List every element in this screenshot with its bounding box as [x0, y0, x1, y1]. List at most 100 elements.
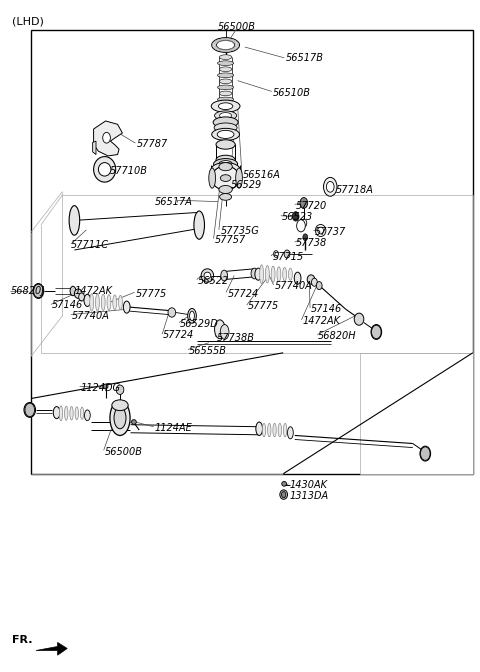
Ellipse shape: [214, 159, 238, 169]
Ellipse shape: [70, 286, 76, 296]
Text: 56500B: 56500B: [105, 447, 143, 456]
Ellipse shape: [280, 490, 288, 499]
Ellipse shape: [194, 211, 204, 239]
Text: 57737: 57737: [314, 227, 346, 237]
Text: 57724: 57724: [228, 289, 259, 298]
Ellipse shape: [211, 100, 240, 112]
Text: 56529D: 56529D: [180, 319, 219, 329]
Ellipse shape: [110, 401, 130, 435]
Ellipse shape: [288, 427, 293, 439]
Ellipse shape: [190, 311, 194, 321]
Text: 1472AK: 1472AK: [74, 286, 112, 296]
Text: 57757: 57757: [215, 235, 246, 245]
Ellipse shape: [307, 275, 315, 284]
Ellipse shape: [113, 295, 117, 310]
Ellipse shape: [217, 61, 234, 66]
Text: (LHD): (LHD): [12, 17, 44, 27]
Ellipse shape: [217, 97, 234, 102]
Bar: [31, 30, 473, 474]
Ellipse shape: [53, 407, 60, 419]
Text: 57146: 57146: [311, 304, 342, 314]
Ellipse shape: [84, 294, 91, 306]
Text: 57711C: 57711C: [71, 241, 109, 250]
Ellipse shape: [112, 400, 128, 411]
Ellipse shape: [220, 325, 229, 339]
Text: 56516A: 56516A: [243, 170, 281, 179]
Text: 56529: 56529: [230, 181, 262, 190]
Circle shape: [25, 403, 35, 417]
Ellipse shape: [216, 40, 235, 50]
Ellipse shape: [371, 325, 382, 339]
Ellipse shape: [326, 181, 334, 192]
Circle shape: [372, 325, 381, 339]
Ellipse shape: [219, 194, 232, 200]
Ellipse shape: [215, 111, 237, 120]
Ellipse shape: [273, 423, 276, 437]
Circle shape: [34, 284, 43, 298]
Polygon shape: [94, 121, 122, 156]
Ellipse shape: [107, 294, 111, 310]
Ellipse shape: [96, 294, 99, 310]
Circle shape: [103, 132, 110, 143]
Circle shape: [292, 212, 299, 221]
Ellipse shape: [265, 265, 269, 283]
Ellipse shape: [288, 268, 292, 280]
Ellipse shape: [268, 423, 271, 437]
Text: 57775: 57775: [248, 302, 279, 311]
Ellipse shape: [251, 268, 258, 279]
Text: 57720: 57720: [296, 201, 327, 210]
Text: 1313DA: 1313DA: [289, 491, 329, 501]
Text: 57735G: 57735G: [221, 226, 260, 236]
Text: 57724: 57724: [163, 331, 194, 340]
Ellipse shape: [318, 227, 324, 234]
Ellipse shape: [69, 206, 80, 235]
Ellipse shape: [116, 385, 124, 394]
Text: 57146: 57146: [52, 300, 83, 310]
Ellipse shape: [84, 410, 90, 421]
Text: 57775: 57775: [136, 289, 167, 298]
Text: 57718A: 57718A: [336, 185, 374, 194]
Ellipse shape: [103, 384, 108, 388]
Circle shape: [301, 219, 307, 227]
Ellipse shape: [255, 268, 262, 280]
Text: 57738B: 57738B: [216, 333, 254, 343]
Text: 1124AE: 1124AE: [155, 423, 192, 433]
Text: 57787: 57787: [137, 140, 168, 149]
Ellipse shape: [216, 155, 235, 165]
Polygon shape: [36, 642, 67, 655]
Text: 1430AK: 1430AK: [289, 480, 327, 490]
Text: 56820J: 56820J: [11, 286, 45, 296]
Ellipse shape: [90, 294, 94, 311]
Text: 56523: 56523: [282, 212, 313, 222]
Ellipse shape: [79, 293, 84, 301]
Text: 1472AK: 1472AK: [302, 317, 340, 326]
Ellipse shape: [219, 163, 232, 171]
Text: 56522: 56522: [198, 276, 229, 286]
Ellipse shape: [284, 250, 290, 258]
Text: 57738: 57738: [296, 239, 327, 248]
Ellipse shape: [217, 130, 234, 138]
Text: 56820H: 56820H: [318, 331, 357, 341]
Circle shape: [297, 220, 305, 232]
Text: 56510B: 56510B: [273, 88, 311, 97]
Text: 56500B: 56500B: [217, 22, 256, 32]
Ellipse shape: [220, 175, 231, 181]
Ellipse shape: [284, 423, 287, 437]
Ellipse shape: [123, 301, 130, 313]
Text: 57740A: 57740A: [72, 311, 110, 321]
Ellipse shape: [260, 265, 264, 284]
Ellipse shape: [219, 161, 232, 167]
Ellipse shape: [188, 308, 196, 323]
Ellipse shape: [219, 185, 232, 194]
Ellipse shape: [219, 79, 232, 84]
Ellipse shape: [294, 272, 301, 284]
Text: FR.: FR.: [12, 635, 33, 645]
Ellipse shape: [214, 123, 237, 132]
Ellipse shape: [312, 278, 317, 286]
Text: 57740A: 57740A: [275, 282, 312, 291]
Ellipse shape: [101, 294, 105, 310]
Ellipse shape: [60, 406, 62, 421]
Circle shape: [300, 198, 308, 208]
Text: 56517B: 56517B: [286, 54, 324, 63]
Ellipse shape: [70, 407, 73, 420]
